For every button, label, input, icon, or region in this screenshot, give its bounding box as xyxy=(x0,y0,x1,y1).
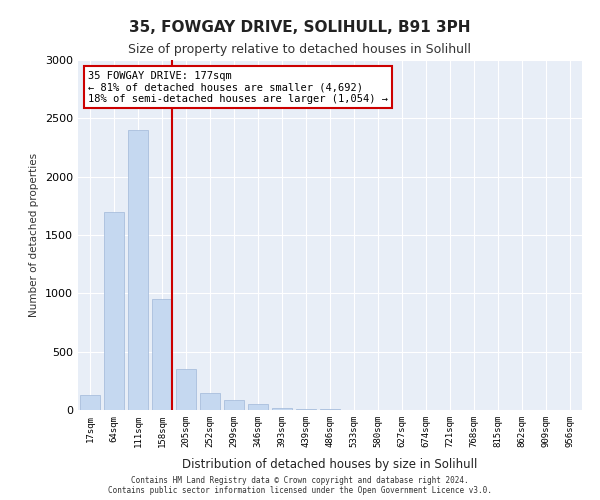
Bar xyxy=(152,299,172,410)
Bar xyxy=(200,392,220,410)
Bar xyxy=(248,404,268,410)
Bar xyxy=(272,408,292,410)
Bar xyxy=(176,369,196,410)
Bar xyxy=(80,395,100,410)
Y-axis label: Number of detached properties: Number of detached properties xyxy=(29,153,40,317)
Text: Size of property relative to detached houses in Solihull: Size of property relative to detached ho… xyxy=(128,42,472,56)
Text: Contains HM Land Registry data © Crown copyright and database right 2024.
Contai: Contains HM Land Registry data © Crown c… xyxy=(108,476,492,495)
Text: 35 FOWGAY DRIVE: 177sqm
← 81% of detached houses are smaller (4,692)
18% of semi: 35 FOWGAY DRIVE: 177sqm ← 81% of detache… xyxy=(88,70,388,104)
X-axis label: Distribution of detached houses by size in Solihull: Distribution of detached houses by size … xyxy=(182,458,478,471)
Text: 35, FOWGAY DRIVE, SOLIHULL, B91 3PH: 35, FOWGAY DRIVE, SOLIHULL, B91 3PH xyxy=(129,20,471,35)
Bar xyxy=(104,212,124,410)
Bar xyxy=(128,130,148,410)
Bar xyxy=(224,400,244,410)
